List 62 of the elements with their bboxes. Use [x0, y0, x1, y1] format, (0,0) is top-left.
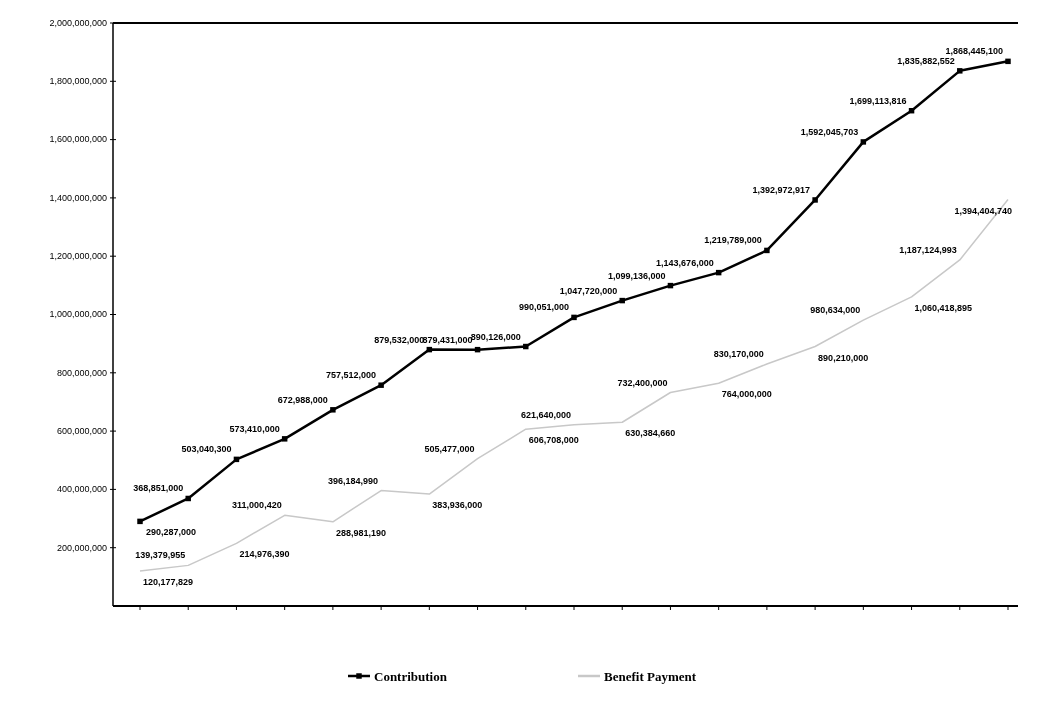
- data-label: 288,981,190: [335, 527, 386, 538]
- data-label: 1,099,136,000: [607, 270, 666, 281]
- y-tick-label: 1,800,000,000: [49, 76, 107, 87]
- data-label: 621,640,000: [520, 409, 571, 420]
- y-tick-label: 1,200,000,000: [49, 251, 107, 262]
- data-label: 1,868,445,100: [945, 46, 1003, 57]
- point: [281, 436, 288, 442]
- data-label: 990,051,000: [518, 302, 569, 313]
- data-label: 573,410,000: [229, 423, 280, 434]
- data-label: 1,060,418,895: [914, 302, 973, 313]
- data-label: 383,936,000: [432, 500, 483, 511]
- data-label: 1,187,124,993: [899, 244, 957, 255]
- data-label: 672,988,000: [277, 394, 328, 405]
- data-label: 396,184,990: [328, 475, 379, 486]
- data-label: 1,392,972,917: [752, 184, 811, 195]
- data-label: 139,379,955: [135, 550, 186, 561]
- y-tick-label: 1,000,000,000: [49, 309, 107, 320]
- point: [1005, 58, 1011, 65]
- point: [185, 495, 191, 502]
- data-label: 764,000,000: [721, 389, 772, 400]
- data-label: 606,708,000: [528, 435, 579, 446]
- data-label: 1,219,789,000: [704, 235, 762, 246]
- point: [619, 297, 625, 304]
- point: [330, 407, 336, 413]
- y-tick-label: 400,000,000: [56, 484, 107, 495]
- point: [764, 247, 770, 254]
- point: [571, 314, 577, 321]
- data-label: 879,532,000: [374, 334, 425, 345]
- data-label: 890,126,000: [470, 331, 521, 342]
- point: [523, 343, 529, 350]
- y-tick-label: 800,000,000: [56, 367, 107, 378]
- data-label: 505,477,000: [424, 443, 475, 454]
- y-tick-label: 2,000,000,000: [49, 17, 107, 28]
- y-tick-label: 1,400,000,000: [49, 192, 107, 203]
- data-label: 311,000,420: [232, 500, 282, 511]
- point: [378, 382, 384, 388]
- data-label: 290,287,000: [146, 527, 197, 538]
- data-label: 214,976,390: [239, 549, 290, 560]
- data-label: 757,512,000: [326, 370, 377, 381]
- data-label: 1,835,882,552: [897, 55, 955, 66]
- y-tick-label: 600,000,000: [56, 425, 107, 436]
- data-label: 630,384,660: [625, 428, 676, 439]
- y-tick-label: 200,000,000: [56, 542, 107, 553]
- data-label: 368,851,000: [133, 483, 184, 494]
- data-label: 732,400,000: [617, 377, 668, 388]
- point: [957, 68, 963, 74]
- y-tick-label: 1,600,000,000: [49, 134, 107, 145]
- data-label: 503,040,300: [181, 444, 232, 455]
- data-label: 1,143,676,000: [656, 257, 714, 268]
- point: [812, 197, 818, 203]
- data-label: 890,210,000: [818, 352, 869, 363]
- data-label: 980,634,000: [810, 305, 861, 316]
- data-label: 1,592,045,703: [800, 126, 859, 137]
- data-label: 1,699,113,816: [849, 95, 907, 106]
- data-label: 1,047,720,000: [559, 285, 618, 296]
- data-label: 1,394,404,740: [954, 205, 1012, 216]
- data-label: 120,177,829: [143, 576, 194, 587]
- legend-label: Contribution: [374, 668, 448, 684]
- point: [860, 139, 867, 145]
- legend-label: Benefit Payment: [604, 668, 697, 684]
- data-label: 830,170,000: [713, 349, 764, 360]
- point: [137, 518, 143, 525]
